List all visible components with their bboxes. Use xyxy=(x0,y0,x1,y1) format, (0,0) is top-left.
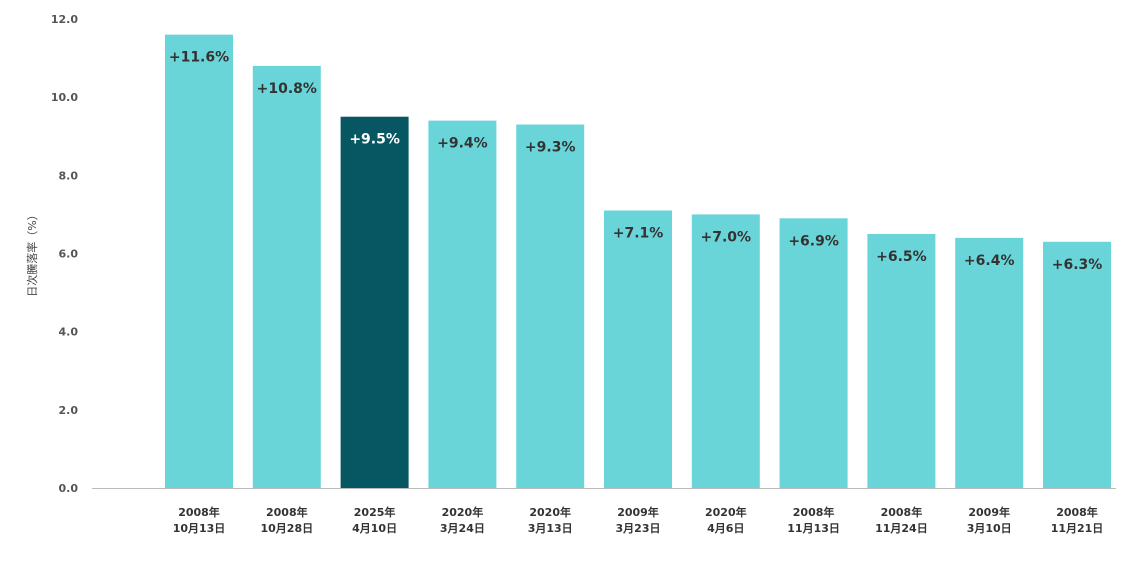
bar-data-label: +11.6% xyxy=(169,50,229,66)
bar-data-label: +9.3% xyxy=(525,140,576,156)
bar xyxy=(867,233,936,488)
bar-data-label: +7.0% xyxy=(701,229,752,245)
bar-data-label: +10.8% xyxy=(257,81,317,97)
x-category-date: 11月21日 xyxy=(1051,522,1104,535)
bar xyxy=(516,124,585,489)
bar-data-label: +6.4% xyxy=(964,253,1015,269)
data-labels: +11.6% +10.8% +9.5% +9.4% +9.3% +7.1% +7.0% +6.… xyxy=(169,50,1102,273)
bar-data-label: +9.4% xyxy=(437,136,488,152)
y-tick-label: 2.0 xyxy=(59,404,79,417)
x-axis-labels: 2008年 10月13日 2008年 10月28日 2025年 4月10日 2020年 3月2… xyxy=(173,505,1104,535)
bar xyxy=(165,34,233,489)
y-tick-label: 8.0 xyxy=(59,169,79,182)
x-category-year: 2020年 xyxy=(442,505,484,519)
bar-data-label: +7.1% xyxy=(613,226,664,242)
x-category-date: 4月6日 xyxy=(707,522,744,535)
x-category-year: 2025年 xyxy=(354,505,396,519)
bar xyxy=(779,218,848,488)
y-axis-ticks: 0.0 2.0 4.0 6.0 8.0 10.0 12.0 xyxy=(51,13,78,495)
bar xyxy=(428,120,497,488)
x-category-date: 11月13日 xyxy=(787,522,840,535)
x-category-date: 3月10日 xyxy=(967,522,1012,535)
y-tick-label: 12.0 xyxy=(51,13,78,26)
x-category-date: 3月13日 xyxy=(528,522,573,535)
bar xyxy=(1043,241,1111,488)
bar xyxy=(955,237,1024,488)
x-category-year: 2008年 xyxy=(1056,505,1098,519)
y-tick-label: 4.0 xyxy=(59,326,79,339)
x-category-date: 4月10日 xyxy=(352,522,397,535)
x-category-date: 10月28日 xyxy=(260,522,313,535)
bar-data-label: +9.5% xyxy=(349,132,400,148)
x-category-year: 2008年 xyxy=(178,505,220,519)
bar xyxy=(691,214,760,488)
x-category-date: 10月13日 xyxy=(173,522,226,535)
bar-data-label: +6.5% xyxy=(876,249,927,265)
x-category-year: 2009年 xyxy=(968,505,1010,519)
bar xyxy=(252,65,321,489)
y-tick-label: 0.0 xyxy=(59,482,79,495)
bar xyxy=(604,210,672,488)
y-axis-title: 日次騰落率（%） xyxy=(25,209,39,296)
x-category-year: 2009年 xyxy=(617,505,659,519)
x-category-year: 2008年 xyxy=(881,505,923,519)
x-category-year: 2020年 xyxy=(705,505,747,519)
x-category-date: 3月24日 xyxy=(440,522,485,535)
x-category-year: 2008年 xyxy=(793,505,835,519)
bar-highlighted xyxy=(340,116,409,488)
y-tick-label: 6.0 xyxy=(59,248,79,261)
bar-data-label: +6.3% xyxy=(1052,257,1103,273)
x-category-date: 11月24日 xyxy=(875,522,928,535)
x-category-year: 2020年 xyxy=(529,505,571,519)
bars xyxy=(165,34,1111,489)
x-category-year: 2008年 xyxy=(266,505,308,519)
y-tick-label: 10.0 xyxy=(51,91,78,104)
x-category-date: 3月23日 xyxy=(616,522,661,535)
bar-data-label: +6.9% xyxy=(788,233,839,249)
